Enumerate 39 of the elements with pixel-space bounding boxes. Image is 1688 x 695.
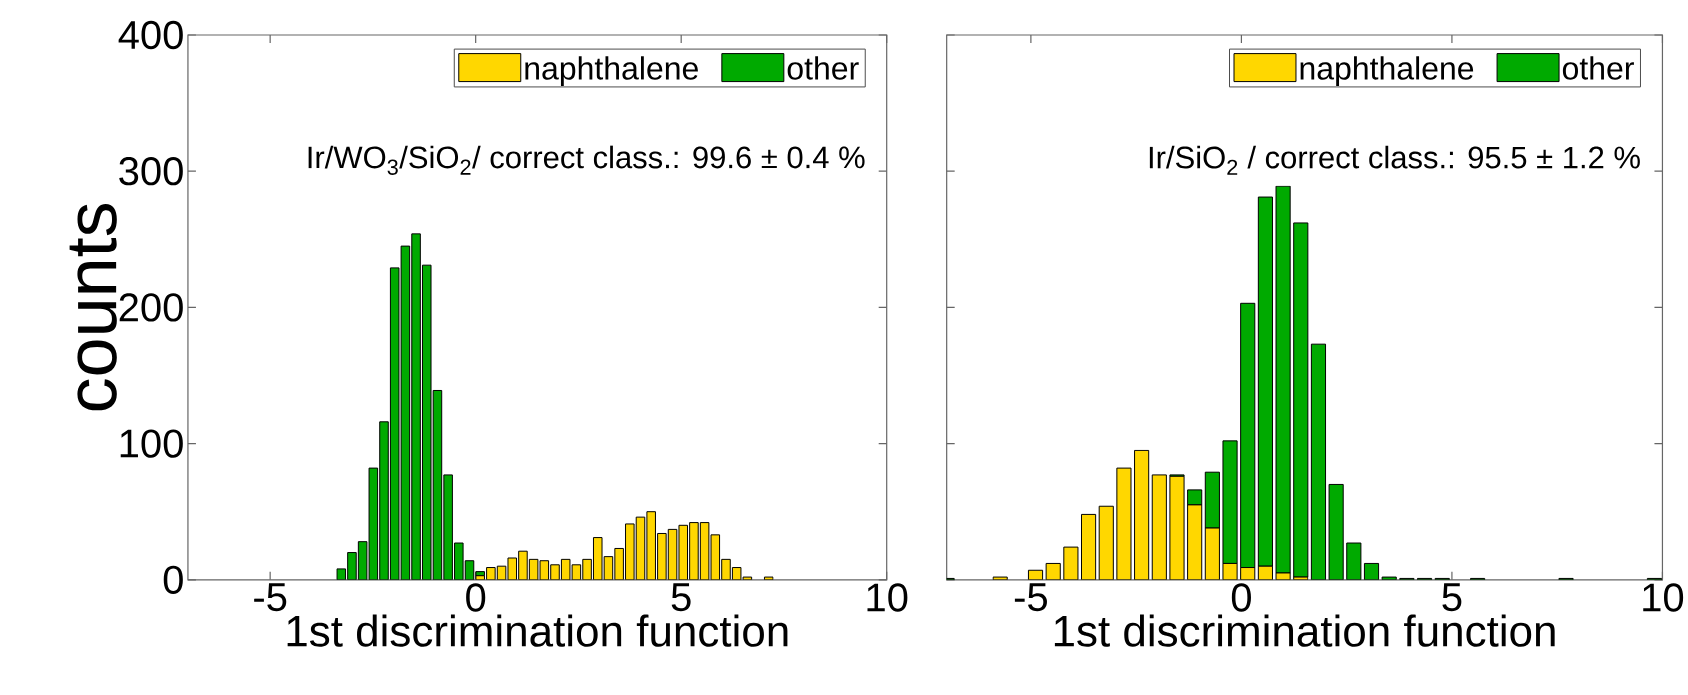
bar (379, 421, 389, 580)
bar (614, 548, 624, 580)
bar (1116, 467, 1132, 580)
bar (1063, 546, 1079, 580)
x-tick-label: 10 (867, 583, 908, 612)
bar (1081, 514, 1097, 580)
x-tick-label: 5 (671, 583, 691, 612)
legend-label: naphthalene (525, 56, 698, 87)
annotation: Ir/WO$_{3}$/SiO$_{2}$/ correct class.: 99.6 ± 0.4 % (308, 145, 865, 176)
bar (1151, 474, 1167, 580)
y-tick-label: 100 (120, 429, 183, 458)
x-tick-label: 0 (1231, 583, 1251, 612)
x-axis-title: 1st discrimination function (287, 614, 788, 647)
bar (1098, 505, 1114, 580)
legend-label: other (1562, 56, 1634, 80)
bar (1134, 450, 1150, 580)
bar (992, 576, 1008, 580)
x-tick-label: -5 (1014, 583, 1047, 612)
legend-label: other (787, 56, 859, 80)
bar (1328, 484, 1344, 580)
bar (1275, 185, 1291, 574)
legend-label: naphthalene (1300, 56, 1474, 87)
y-tick-label: 300 (119, 157, 183, 186)
bar (1240, 302, 1256, 569)
x-tick-label: 10 (1643, 583, 1684, 612)
bar (1045, 563, 1061, 580)
x-tick-label: 0 (466, 583, 486, 612)
annotation: Ir/SiO$_{2}$ / correct class.: 95.5 ± 1.2 % (1149, 145, 1640, 175)
bar (1310, 343, 1327, 580)
bar (689, 522, 699, 580)
bar (411, 233, 421, 580)
y-tick-label: 200 (119, 293, 183, 322)
x-tick-label: 5 (1442, 583, 1462, 612)
y-axis-title: counts (69, 204, 117, 411)
bar (1293, 222, 1309, 578)
x-tick-label: -5 (254, 583, 287, 612)
y-tick-label: 400 (118, 20, 183, 50)
x-axis-title: 1st discrimination function (1054, 614, 1555, 647)
bar (1257, 196, 1273, 567)
